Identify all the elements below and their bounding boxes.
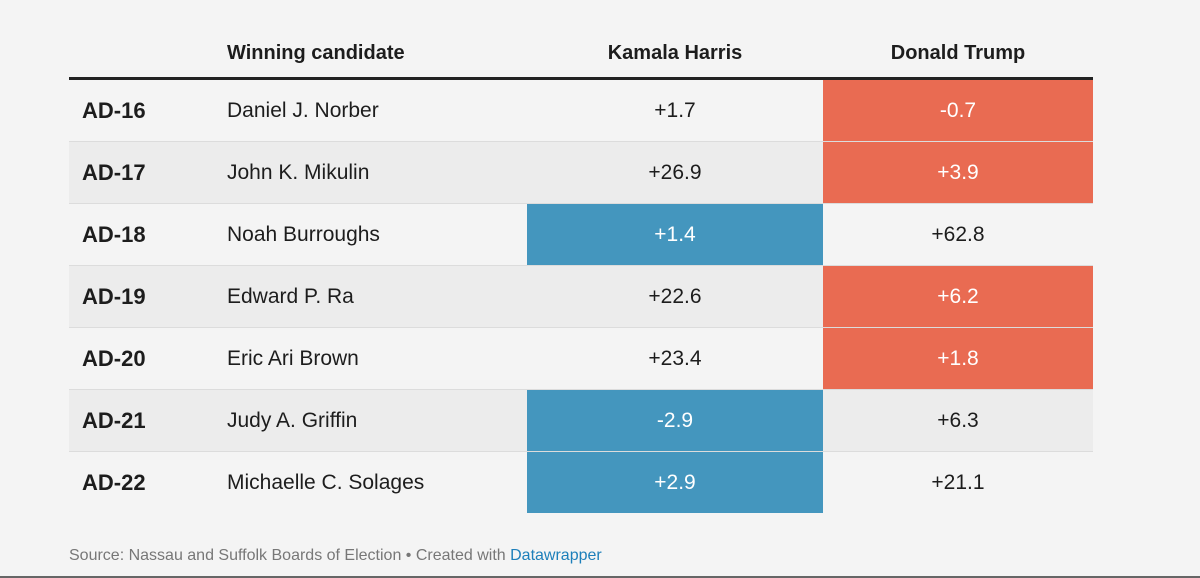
header-row: Winning candidate Kamala Harris Donald T… [69, 30, 1093, 80]
table-row: AD-20 Eric Ari Brown +23.4 +1.8 [69, 327, 1093, 390]
harris-cell: +1.4 [527, 203, 823, 266]
district-cell: AD-18 [69, 203, 215, 266]
trump-cell: +1.8 [823, 327, 1093, 390]
candidate-cell: Michaelle C. Solages [227, 470, 425, 494]
candidate-cell: Daniel J. Norber [215, 78, 527, 142]
header-donald-trump: Donald Trump [823, 30, 1093, 80]
table-row: AD-19 Edward P. Ra +22.6 +6.2 [69, 265, 1093, 328]
table-row: AD-16 Daniel J. Norber +1.7 -0.7 [69, 78, 1093, 142]
trump-cell: +62.8 [823, 203, 1093, 266]
table-row: AD-18 Noah Burroughs +1.4 +62.8 [69, 203, 1093, 266]
harris-cell: +26.9 [527, 141, 823, 204]
candidate-cell: Noah Burroughs [215, 203, 527, 266]
district-cell: AD-22 [82, 469, 146, 495]
source-text: Source: Nassau and Suffolk Boards of Ele… [69, 547, 511, 564]
candidate-cell: Edward P. Ra [215, 265, 527, 328]
district-cell: AD-19 [69, 265, 215, 328]
table-row: AD-22 Michaelle C. Solages +2.9 +21.1 [69, 451, 1093, 513]
district-cell: AD-16 [69, 78, 215, 142]
header-winning-candidate: Winning candidate [215, 30, 527, 80]
harris-cell: -2.9 [527, 389, 823, 452]
candidate-cell: Eric Ari Brown [215, 327, 527, 390]
results-table: Winning candidate Kamala Harris Donald T… [69, 30, 1093, 513]
trump-cell: -0.7 [823, 78, 1093, 142]
district-cell: AD-21 [69, 389, 215, 452]
district-cell: AD-20 [69, 327, 215, 390]
table-row: AD-21 Judy A. Griffin -2.9 +6.3 [69, 389, 1093, 452]
candidate-cell: Judy A. Griffin [215, 389, 527, 452]
table-row: AD-17 John K. Mikulin +26.9 +3.9 [69, 141, 1093, 204]
harris-cell: +1.7 [527, 78, 823, 142]
footer: Source: Nassau and Suffolk Boards of Ele… [69, 547, 602, 565]
district-cell: AD-17 [69, 141, 215, 204]
header-kamala-harris: Kamala Harris [527, 30, 823, 80]
harris-cell: +2.9 [527, 451, 823, 513]
trump-cell: +21.1 [931, 470, 985, 494]
candidate-cell: John K. Mikulin [215, 141, 527, 204]
trump-cell: +6.2 [823, 265, 1093, 328]
trump-cell: +3.9 [823, 141, 1093, 204]
header-district [69, 30, 215, 80]
harris-cell: +23.4 [527, 327, 823, 390]
trump-cell: +6.3 [823, 389, 1093, 452]
datawrapper-link[interactable]: Datawrapper [510, 547, 602, 564]
harris-cell: +22.6 [527, 265, 823, 328]
